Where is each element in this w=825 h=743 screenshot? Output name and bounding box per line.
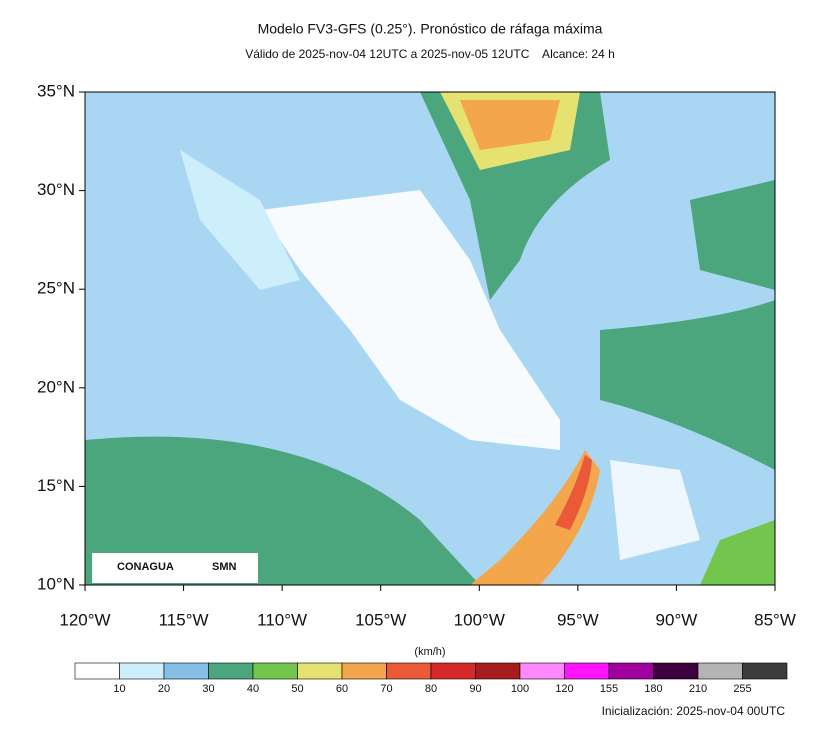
- subtitle: Válido de 2025-nov-04 12UTC a 2025-nov-0…: [245, 47, 615, 61]
- colorbar-label: 20: [158, 683, 170, 695]
- colorbar-label: 40: [247, 683, 259, 695]
- lon-axis: 120°W 115°W 110°W 105°W 100°W 95°W 90°W 85°W: [59, 585, 796, 629]
- lat-label: 10°N: [37, 574, 75, 593]
- lon-label: 105°W: [355, 610, 406, 629]
- colorbar-label: 10: [113, 683, 125, 695]
- colorbar-swatch: [519, 662, 565, 680]
- colorbar-label: 70: [380, 683, 392, 695]
- colorbar-swatch: [742, 662, 788, 680]
- init-time: Inicialización: 2025-nov-04 00UTC: [602, 704, 786, 718]
- colorbar-label: 255: [733, 683, 751, 695]
- colorbar-label: 100: [511, 683, 529, 695]
- colorbar-label: 120: [555, 683, 573, 695]
- lat-label: 35°N: [37, 81, 75, 100]
- lat-axis: 35°N 30°N 25°N 20°N 15°N 10°N: [37, 81, 85, 593]
- colorbar-label: 50: [291, 683, 303, 695]
- colorbar-swatch: [252, 662, 298, 680]
- colorbar-label: 30: [202, 683, 214, 695]
- colorbar-swatch: [608, 662, 654, 680]
- lon-label: 95°W: [557, 610, 599, 629]
- colorbar: 10 20 30 40 50 60 70 80 90 100 120 155 180 210 255: [74, 662, 788, 695]
- colorbar-swatch: [386, 662, 432, 680]
- colorbar-label: 90: [469, 683, 481, 695]
- colorbar-label: 180: [644, 683, 662, 695]
- colorbar-swatch: [564, 662, 610, 680]
- colorbar-label: 210: [689, 683, 707, 695]
- lat-label: 30°N: [37, 180, 75, 199]
- lat-label: 15°N: [37, 476, 75, 495]
- colorbar-swatch: [208, 662, 254, 680]
- colorbar-unit: (km/h): [414, 646, 445, 658]
- colorbar-label: 80: [425, 683, 437, 695]
- colorbar-swatch: [475, 662, 521, 680]
- map-frame: [84, 91, 776, 586]
- lat-label: 20°N: [37, 377, 75, 396]
- colorbar-swatch: [119, 662, 165, 680]
- colorbar-label: 155: [600, 683, 618, 695]
- logo-conagua: CONAGUA: [117, 561, 174, 573]
- lon-label: 120°W: [59, 610, 110, 629]
- colorbar-swatch: [163, 662, 209, 680]
- lon-label: 115°W: [159, 610, 209, 629]
- lon-label: 100°W: [454, 610, 505, 629]
- logo-box: [92, 553, 258, 583]
- colorbar-swatch: [430, 662, 476, 680]
- colorbar-swatch: [74, 662, 120, 680]
- lon-label: 85°W: [754, 610, 796, 629]
- title: Modelo FV3-GFS (0.25°). Pronóstico de rá…: [258, 21, 603, 37]
- colorbar-swatch: [341, 662, 387, 680]
- colorbar-swatch: [297, 662, 343, 680]
- logo-smn: SMN: [212, 561, 237, 573]
- map-field: [85, 92, 775, 585]
- lon-label: 110°W: [257, 610, 307, 629]
- colorbar-swatch: [653, 662, 699, 680]
- lon-label: 90°W: [656, 610, 698, 629]
- lat-label: 25°N: [37, 279, 75, 298]
- colorbar-swatch: [697, 662, 743, 680]
- colorbar-label: 60: [336, 683, 348, 695]
